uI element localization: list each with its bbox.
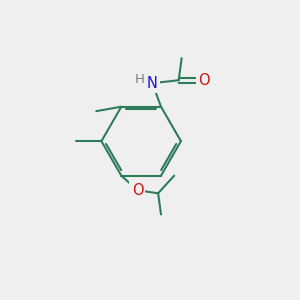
Text: O: O (199, 73, 210, 88)
Text: H: H (135, 73, 145, 86)
Text: N: N (147, 76, 158, 91)
Text: O: O (132, 183, 143, 198)
